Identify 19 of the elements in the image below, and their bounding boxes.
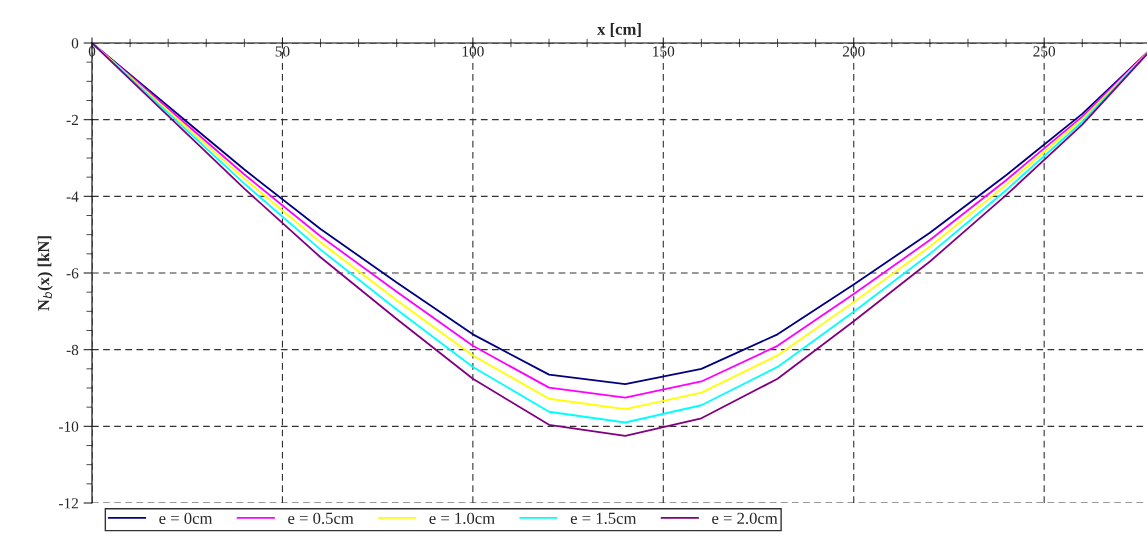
- y-tick-label: -4: [66, 191, 79, 202]
- y-tick-label: 0: [71, 38, 79, 49]
- x-axis-title: x [cm]: [597, 23, 641, 37]
- x-tick-label: 200: [842, 46, 865, 57]
- y-tick-label: -8: [66, 344, 79, 356]
- legend-label: e = 1.5cm: [570, 512, 637, 525]
- y-tick-label: -10: [59, 421, 79, 432]
- legend-label: e = 1.0cm: [429, 512, 495, 525]
- y-axis-title: N$_{b}$(x) [kN]: [37, 236, 53, 311]
- y-tick-label: -6: [66, 268, 79, 279]
- legend-label: e = 0cm: [159, 512, 213, 524]
- x-tick-label: 50: [275, 46, 290, 57]
- y-tick-label: -12: [59, 498, 78, 509]
- legend-label: e = 2.0cm: [712, 512, 778, 525]
- x-tick-label: 150: [653, 46, 675, 57]
- legend-label: e = 0.5cm: [288, 512, 354, 525]
- y-tick-label: -2: [66, 114, 78, 125]
- x-tick-label: 100: [462, 46, 484, 57]
- x-tick-label: 250: [1033, 46, 1056, 57]
